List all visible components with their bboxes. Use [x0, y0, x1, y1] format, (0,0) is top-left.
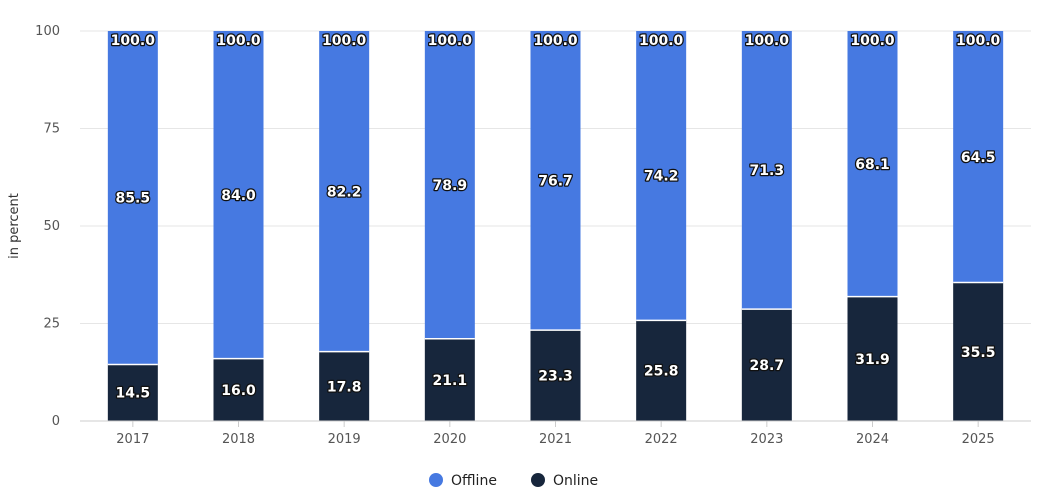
data-label-offline: 76.7	[538, 174, 573, 190]
y-tick-label: 25	[43, 317, 60, 332]
data-label-offline: 68.1	[855, 157, 890, 173]
data-label-total: 100.0	[216, 33, 261, 49]
data-label-total: 100.0	[111, 33, 156, 49]
bar-offline	[953, 31, 1004, 283]
bar-offline	[741, 31, 792, 310]
data-label-offline: 74.2	[644, 169, 679, 185]
bar-offline	[636, 31, 687, 321]
y-axis-ticks: 0 25 50 75 100	[35, 24, 60, 429]
bar-offline	[213, 31, 264, 359]
bar-online	[530, 330, 581, 421]
bar-online	[319, 351, 370, 421]
x-tick-label: 2022	[645, 432, 678, 447]
data-label-online: 14.5	[116, 386, 151, 402]
y-tick-label: 100	[35, 24, 60, 39]
legend-item[interactable]: Offline	[429, 473, 497, 489]
legend-item[interactable]: Online	[531, 473, 598, 489]
data-label-online: 31.9	[855, 352, 890, 368]
data-label-total: 100.0	[533, 33, 578, 49]
bar-online	[847, 296, 898, 421]
legend-label: Offline	[451, 473, 497, 489]
x-tick-label: 2020	[433, 432, 466, 447]
bar-online	[107, 364, 158, 421]
data-labels: 14.5 85.5 100.0 16.0 84.0 100.0 17.8 82.2 100.0 2…	[109, 32, 1001, 403]
data-label-offline: 84.0	[221, 188, 256, 204]
y-tick-label: 0	[52, 414, 60, 429]
bar-online	[636, 320, 687, 421]
data-label-total: 100.0	[639, 33, 684, 49]
bar-online	[953, 282, 1004, 421]
bar-online	[424, 338, 475, 421]
x-tick-label: 2018	[222, 432, 255, 447]
data-label-online: 25.8	[644, 364, 679, 380]
data-label-offline: 71.3	[750, 163, 785, 179]
bar-offline	[107, 31, 158, 365]
x-tick-label: 2023	[750, 432, 783, 447]
legend[interactable]: Offline Online	[429, 473, 598, 489]
x-axis-ticks: 2017 2018 2019 2020 2021 2022 2023 2024 2025	[116, 421, 995, 447]
data-label-offline: 64.5	[961, 150, 996, 166]
x-tick-label: 2024	[856, 432, 889, 447]
x-tick-label: 2019	[328, 432, 361, 447]
data-label-online: 35.5	[961, 345, 996, 361]
bar-offline	[424, 31, 475, 339]
bar-offline	[847, 31, 898, 297]
bar-offline	[319, 31, 370, 352]
y-tick-label: 50	[43, 219, 60, 234]
data-label-total: 100.0	[956, 33, 1001, 49]
data-label-online: 17.8	[327, 379, 362, 395]
y-tick-label: 75	[43, 122, 60, 137]
legend-swatch	[531, 473, 545, 487]
bar-online	[741, 309, 792, 421]
data-label-online: 16.0	[221, 383, 256, 399]
data-label-offline: 82.2	[327, 184, 362, 200]
data-label-total: 100.0	[428, 33, 473, 49]
data-label-total: 100.0	[850, 33, 895, 49]
data-label-offline: 78.9	[433, 178, 468, 194]
bar-offline	[530, 31, 581, 331]
bars	[107, 31, 1004, 421]
x-tick-label: 2017	[116, 432, 149, 447]
data-label-total: 100.0	[745, 33, 790, 49]
x-tick-label: 2025	[962, 432, 995, 447]
x-tick-label: 2021	[539, 432, 572, 447]
data-label-online: 23.3	[538, 369, 573, 385]
data-label-online: 21.1	[433, 373, 468, 389]
y-axis-title: in percent	[7, 193, 22, 259]
data-label-total: 100.0	[322, 33, 367, 49]
data-label-online: 28.7	[750, 358, 785, 374]
data-label-offline: 85.5	[116, 191, 151, 207]
bar-online	[213, 358, 264, 421]
legend-label: Online	[553, 473, 598, 489]
legend-swatch	[429, 473, 443, 487]
